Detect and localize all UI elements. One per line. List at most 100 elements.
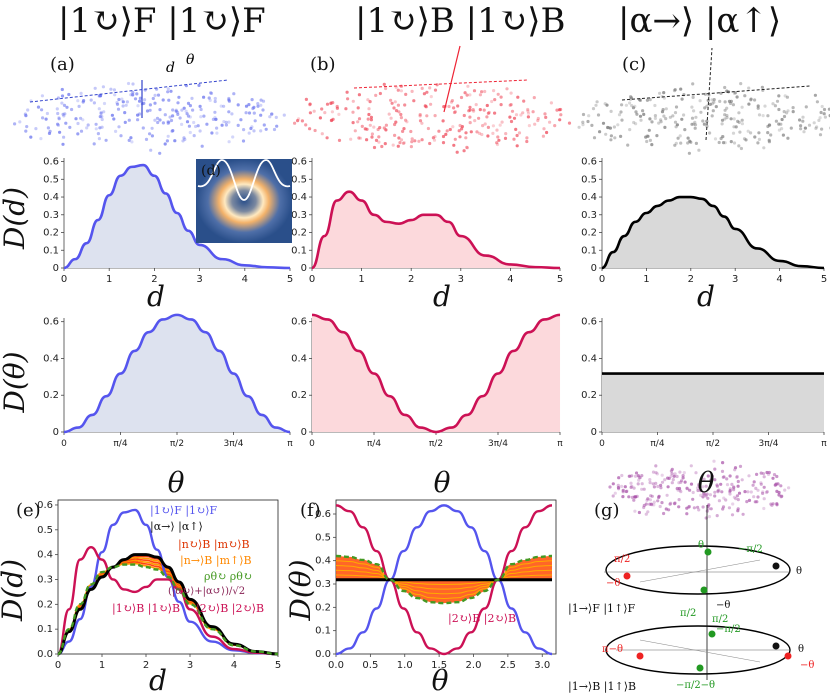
series-line — [311, 313, 561, 434]
scatter-point — [41, 116, 45, 120]
scatter-point — [483, 89, 487, 94]
scatter-point — [300, 119, 304, 123]
annot-e-1-boson: |1↻⟩B |1↻⟩B — [112, 602, 180, 616]
scatter-point — [25, 125, 29, 129]
scatter-point — [636, 482, 640, 486]
x-axis-label: d — [697, 280, 715, 313]
scatter-point — [202, 114, 206, 118]
scatter-point — [82, 99, 86, 103]
scatter-point — [462, 149, 466, 153]
scatter-point — [98, 126, 102, 130]
scatter-point — [188, 104, 192, 108]
x-axis-label: θ — [698, 466, 715, 499]
scatter-point — [683, 128, 687, 132]
y-tick-label: 0.5 — [315, 532, 331, 543]
scatter-point — [183, 137, 187, 142]
x-tick-label: 3.0 — [534, 660, 550, 671]
scatter-point — [492, 89, 496, 93]
scatter-point — [127, 118, 131, 122]
scatter-point — [669, 469, 674, 473]
scatter-point — [749, 490, 753, 494]
scatter-point — [425, 114, 429, 118]
scatter-point — [803, 126, 808, 130]
scatter-point — [399, 89, 403, 93]
scatter-point — [605, 103, 609, 107]
scatter-point — [751, 483, 755, 487]
scatter-point — [715, 483, 719, 487]
scatter-point — [721, 475, 725, 479]
scatter-point — [738, 464, 743, 468]
scatter-point — [734, 125, 738, 129]
x-tick-label: 1 — [643, 274, 649, 285]
scatter-point — [224, 120, 228, 124]
scatter-point — [567, 121, 572, 125]
scatter-point — [691, 95, 695, 99]
scatter-point — [686, 141, 690, 145]
scatter-point — [710, 114, 714, 118]
scatter-point — [247, 103, 251, 107]
scatter-point — [742, 137, 747, 141]
scatter-point — [756, 106, 760, 110]
scatter-point — [739, 82, 743, 86]
scatter-point — [662, 91, 666, 95]
scatter-point — [464, 131, 468, 135]
scatter-point — [428, 141, 432, 146]
scatter-point — [766, 472, 771, 476]
scatter-point — [178, 116, 182, 120]
scatter-point — [481, 124, 485, 128]
x-tick-label: 3π/4 — [224, 439, 244, 449]
scatter-point — [769, 502, 773, 506]
scatter-point — [756, 141, 760, 145]
scatter-point — [717, 499, 722, 503]
scatter-point — [762, 146, 766, 150]
scatter-point — [659, 483, 663, 487]
scatter-point — [604, 132, 608, 136]
scatter-point — [55, 107, 59, 111]
scatter-point — [148, 108, 152, 112]
scatter-point — [136, 104, 140, 108]
scatter-point — [325, 136, 329, 140]
chart-theta-fermion: 0 π/4 π/2 3π/4 π 0 0.2 0.4 0.6 θ D(θ) — [0, 313, 293, 499]
band-line — [335, 560, 553, 599]
scatter-point — [611, 482, 615, 486]
y-tick-label: 0.2 — [37, 599, 53, 610]
scatter-point — [693, 123, 698, 127]
scatter-point — [486, 134, 490, 138]
scatter-point — [199, 107, 203, 112]
g-angle-3: −π/2 — [738, 544, 763, 555]
scatter-point — [512, 137, 516, 141]
scatter-point — [697, 508, 701, 512]
scatter-point — [161, 98, 165, 102]
scatter-point — [141, 126, 145, 130]
scatter-point — [474, 103, 478, 107]
scatter-point — [244, 111, 248, 115]
scatter-point — [18, 120, 22, 124]
scatter-point — [679, 490, 683, 494]
scatter-point — [370, 132, 374, 136]
scatter-point — [158, 118, 162, 122]
scatter-point — [744, 138, 748, 142]
scatter-point — [67, 92, 71, 97]
x-tick-label: 4 — [242, 274, 248, 285]
scatter-point — [453, 110, 457, 114]
scatter-point — [722, 475, 726, 479]
scatter-point — [732, 141, 737, 145]
scatter-point — [56, 122, 60, 126]
scatter-point — [382, 82, 386, 86]
scatter-point — [650, 494, 654, 498]
scatter-point — [466, 84, 470, 88]
scatter-point — [412, 99, 416, 103]
x-tick-label: 2 — [408, 274, 414, 285]
scatter-point — [577, 125, 581, 129]
scatter-point — [764, 490, 769, 495]
scatter-point — [431, 136, 435, 140]
scatter-point — [728, 490, 732, 494]
g-angle-10: θ — [798, 644, 804, 655]
scatter-point — [256, 102, 260, 106]
x-tick-label: π — [287, 439, 293, 449]
scatter-point — [468, 115, 472, 119]
scatter-point — [253, 119, 257, 123]
x-tick-label: 0 — [599, 274, 605, 285]
scatter-point — [163, 113, 167, 117]
scatter-point — [681, 476, 685, 480]
